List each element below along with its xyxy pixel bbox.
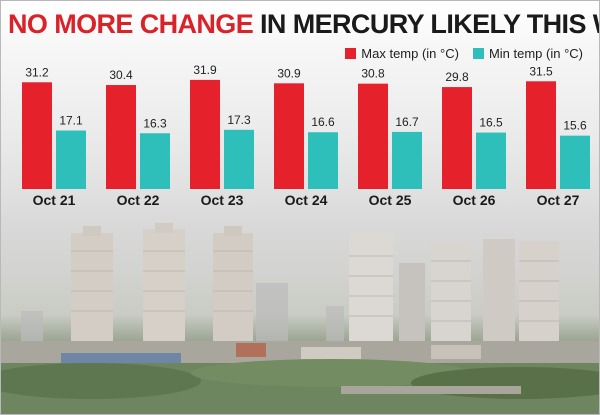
legend-item-min: Min temp (in °C) <box>472 46 583 61</box>
bar-min-1 <box>140 133 170 189</box>
category-label-1: Oct 22 <box>117 192 160 208</box>
category-label-5: Oct 26 <box>453 192 496 208</box>
value-label-max-6: 31.5 <box>529 64 553 78</box>
value-label-min-6: 15.6 <box>563 119 587 133</box>
value-label-max-0: 31.2 <box>25 65 49 79</box>
category-label-0: Oct 21 <box>33 192 76 208</box>
bar-max-1 <box>106 85 136 189</box>
value-label-max-1: 30.4 <box>109 68 133 82</box>
bar-max-6 <box>526 81 556 189</box>
bar-max-5 <box>442 87 472 189</box>
bar-max-0 <box>22 82 52 189</box>
value-label-min-4: 16.7 <box>395 115 419 129</box>
category-label-3: Oct 24 <box>285 192 328 208</box>
foreground-greenery <box>1 359 599 414</box>
legend-item-max: Max temp (in °C) <box>345 46 459 61</box>
bar-max-2 <box>190 79 220 189</box>
value-label-min-3: 16.6 <box>311 115 335 129</box>
bar-min-3 <box>308 132 338 189</box>
value-label-min-1: 16.3 <box>143 116 167 130</box>
value-label-max-4: 30.8 <box>361 67 385 81</box>
value-label-max-2: 31.9 <box>193 63 217 77</box>
value-label-min-2: 17.3 <box>227 113 251 127</box>
value-label-max-5: 29.8 <box>445 70 469 84</box>
headline-rest: IN MERCURY LIKELY THIS WK <box>260 9 600 39</box>
legend-swatch-min <box>472 48 484 59</box>
category-label-4: Oct 25 <box>369 192 412 208</box>
bar-min-6 <box>560 135 590 189</box>
headline: NO MORE CHANGE IN MERCURY LIKELY THIS WK <box>8 4 600 44</box>
category-label-2: Oct 23 <box>201 192 244 208</box>
legend-label-max: Max temp (in °C) <box>361 46 459 61</box>
legend-label-min: Min temp (in °C) <box>488 46 583 61</box>
bar-min-5 <box>476 132 506 189</box>
building-towers <box>71 223 559 345</box>
bar-max-4 <box>358 83 388 189</box>
bar-min-2 <box>224 129 254 189</box>
category-label-6: Oct 27 <box>537 192 580 208</box>
value-label-min-5: 16.5 <box>479 116 503 130</box>
legend-swatch-max <box>345 48 357 59</box>
bar-min-4 <box>392 131 422 189</box>
value-label-min-0: 17.1 <box>59 114 83 128</box>
bar-max-3 <box>274 83 304 189</box>
value-label-max-3: 30.9 <box>277 66 301 80</box>
bar-min-0 <box>56 130 86 189</box>
legend: Max temp (in °C) Min temp (in °C) <box>331 46 583 61</box>
headline-highlight: NO MORE CHANGE <box>8 9 254 39</box>
